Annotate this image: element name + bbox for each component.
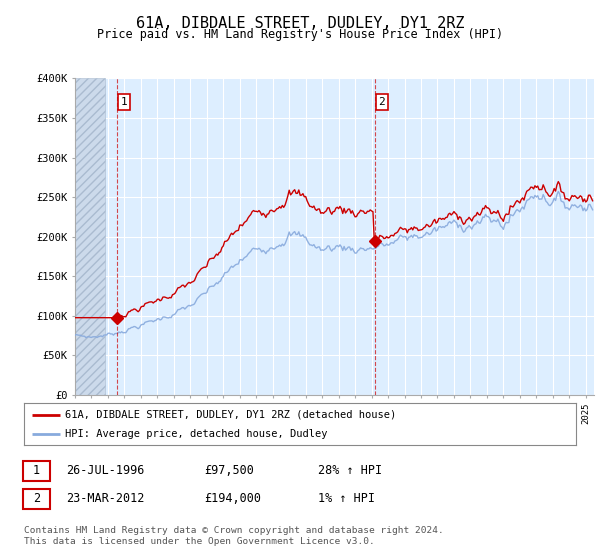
Bar (75, 78, 105, 395)
Text: 1: 1 (33, 464, 40, 478)
Text: 28% ↑ HPI: 28% ↑ HPI (318, 464, 382, 478)
Text: Contains HM Land Registry data © Crown copyright and database right 2024.
This d: Contains HM Land Registry data © Crown c… (24, 526, 444, 546)
Text: Price paid vs. HM Land Registry's House Price Index (HPI): Price paid vs. HM Land Registry's House … (97, 28, 503, 41)
Text: 2: 2 (33, 492, 40, 506)
Text: £97,500: £97,500 (204, 464, 254, 478)
Text: 23-MAR-2012: 23-MAR-2012 (66, 492, 145, 506)
Text: 61A, DIBDALE STREET, DUDLEY, DY1 2RZ: 61A, DIBDALE STREET, DUDLEY, DY1 2RZ (136, 16, 464, 31)
Text: 1: 1 (121, 97, 127, 107)
Text: 61A, DIBDALE STREET, DUDLEY, DY1 2RZ (detached house): 61A, DIBDALE STREET, DUDLEY, DY1 2RZ (de… (65, 409, 397, 419)
Text: 26-JUL-1996: 26-JUL-1996 (66, 464, 145, 478)
Text: HPI: Average price, detached house, Dudley: HPI: Average price, detached house, Dudl… (65, 429, 328, 439)
Text: 2: 2 (379, 97, 385, 107)
Text: £194,000: £194,000 (204, 492, 261, 506)
Text: 1% ↑ HPI: 1% ↑ HPI (318, 492, 375, 506)
